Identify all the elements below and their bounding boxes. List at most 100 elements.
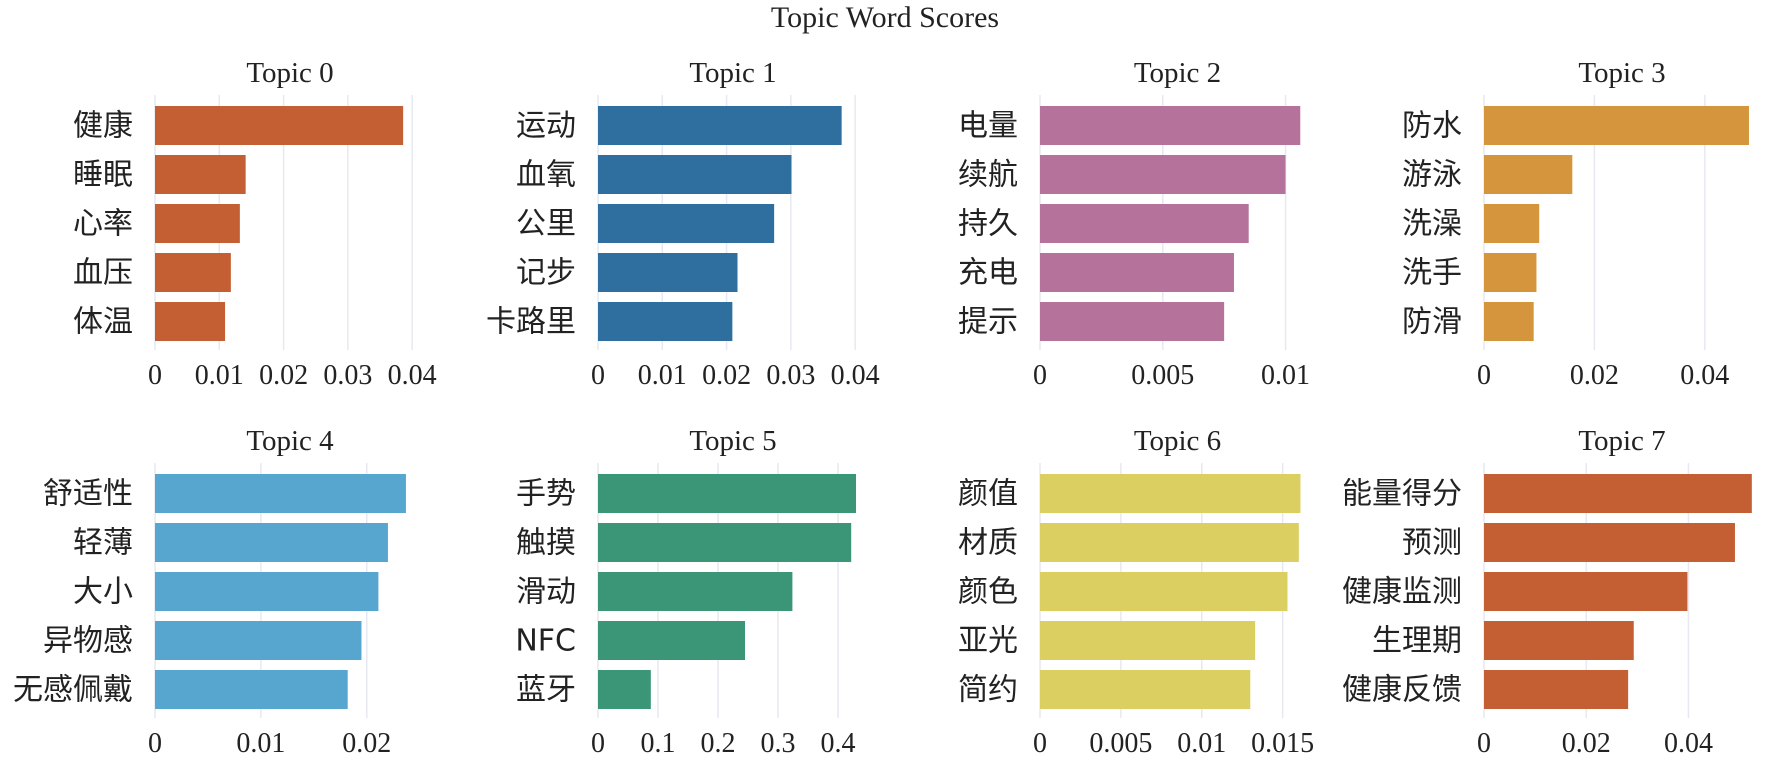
- panel-title: Topic 4: [246, 425, 334, 457]
- bar: [155, 253, 231, 292]
- category-label: 血压: [73, 256, 133, 291]
- panel-title: Topic 7: [1578, 425, 1665, 457]
- tick-label: 0: [591, 728, 605, 759]
- panel-title: Topic 0: [246, 57, 333, 89]
- category-label: 健康反馈: [1342, 673, 1462, 708]
- category-label: 运动: [516, 109, 576, 144]
- bar: [1040, 670, 1251, 709]
- category-label: 卡路里: [486, 305, 576, 340]
- category-label: 大小: [73, 575, 133, 610]
- category-label: 游泳: [1402, 158, 1462, 193]
- category-label: 公里: [516, 207, 576, 242]
- bar: [1484, 670, 1629, 709]
- category-label: 健康监测: [1342, 575, 1462, 610]
- category-label: 轻薄: [73, 526, 133, 561]
- tick-label: 0: [591, 360, 605, 391]
- category-label: 异物感: [43, 624, 133, 659]
- category-label: 能量得分: [1342, 477, 1462, 512]
- bar: [155, 621, 362, 660]
- chart-title: Topic Word Scores: [770, 1, 1000, 34]
- tick-label: 0.02: [259, 360, 308, 391]
- bar: [155, 302, 226, 341]
- bar: [598, 106, 842, 145]
- tick-label: 0.005: [1131, 360, 1194, 391]
- bar: [1484, 572, 1688, 611]
- bar: [1040, 253, 1234, 292]
- category-label: 充电: [958, 256, 1018, 291]
- category-label: 无感佩戴: [13, 673, 133, 708]
- category-label: NFC: [515, 624, 576, 659]
- tick-label: 0.01: [236, 728, 285, 759]
- tick-label: 0.03: [766, 360, 815, 391]
- bar: [1040, 523, 1299, 562]
- tick-label: 0.2: [701, 728, 736, 759]
- tick-label: 0.03: [323, 360, 372, 391]
- category-label: 滑动: [516, 575, 576, 610]
- bar: [1484, 302, 1534, 341]
- bar: [1040, 155, 1286, 194]
- bar: [1484, 474, 1752, 513]
- category-label: 材质: [958, 526, 1018, 561]
- category-label: 舒适性: [43, 477, 133, 512]
- category-label: 生理期: [1372, 624, 1462, 659]
- bar: [1040, 621, 1256, 660]
- bar: [598, 621, 745, 660]
- tick-label: 0.01: [1177, 728, 1226, 759]
- bar: [155, 474, 406, 513]
- bar: [1484, 204, 1540, 243]
- category-label: 血氧: [516, 158, 576, 193]
- category-label: 体温: [73, 305, 133, 340]
- category-label: 持久: [958, 207, 1018, 242]
- tick-label: 0: [1033, 728, 1047, 759]
- tick-label: 0.02: [702, 360, 751, 391]
- tick-label: 0: [148, 728, 162, 759]
- bar: [1040, 106, 1301, 145]
- category-label: 亚光: [958, 624, 1018, 659]
- tick-label: 0.01: [195, 360, 244, 391]
- bar: [1484, 621, 1634, 660]
- tick-label: 0.02: [1570, 360, 1619, 391]
- panel-title: Topic 3: [1578, 57, 1665, 89]
- category-label: 电量: [958, 109, 1018, 144]
- bar: [155, 572, 379, 611]
- tick-label: 0: [1477, 728, 1491, 759]
- category-label: 续航: [958, 158, 1018, 193]
- bar: [1484, 155, 1573, 194]
- bar: [598, 572, 793, 611]
- bar: [155, 155, 246, 194]
- bar: [155, 106, 404, 145]
- bar: [1040, 204, 1249, 243]
- bar: [1040, 572, 1288, 611]
- tick-label: 0.02: [342, 728, 391, 759]
- category-label: 洗澡: [1402, 207, 1462, 242]
- tick-label: 0.04: [1664, 728, 1713, 759]
- category-label: 睡眠: [73, 158, 133, 193]
- category-label: 防滑: [1402, 305, 1462, 340]
- bar: [155, 523, 388, 562]
- bar: [598, 302, 733, 341]
- category-label: 颜值: [958, 477, 1018, 512]
- tick-label: 0.3: [761, 728, 796, 759]
- panel-title: Topic 5: [689, 425, 776, 457]
- tick-label: 0.02: [1562, 728, 1611, 759]
- category-label: 防水: [1402, 109, 1462, 144]
- category-label: 简约: [958, 673, 1018, 708]
- category-label: 心率: [73, 207, 133, 242]
- tick-label: 0.01: [638, 360, 687, 391]
- category-label: 蓝牙: [516, 673, 576, 708]
- tick-label: 0.005: [1089, 728, 1152, 759]
- panel-title: Topic 2: [1134, 57, 1221, 89]
- category-label: 提示: [958, 305, 1018, 340]
- tick-label: 0.015: [1251, 728, 1314, 759]
- category-label: 洗手: [1402, 256, 1462, 291]
- tick-label: 0.04: [388, 360, 437, 391]
- category-label: 颜色: [958, 575, 1018, 610]
- category-label: 预测: [1402, 526, 1462, 561]
- tick-label: 0.04: [1680, 360, 1729, 391]
- bar: [1484, 523, 1735, 562]
- tick-label: 0.1: [641, 728, 676, 759]
- bar: [155, 670, 348, 709]
- bar: [598, 204, 775, 243]
- panel-title: Topic 6: [1134, 425, 1221, 457]
